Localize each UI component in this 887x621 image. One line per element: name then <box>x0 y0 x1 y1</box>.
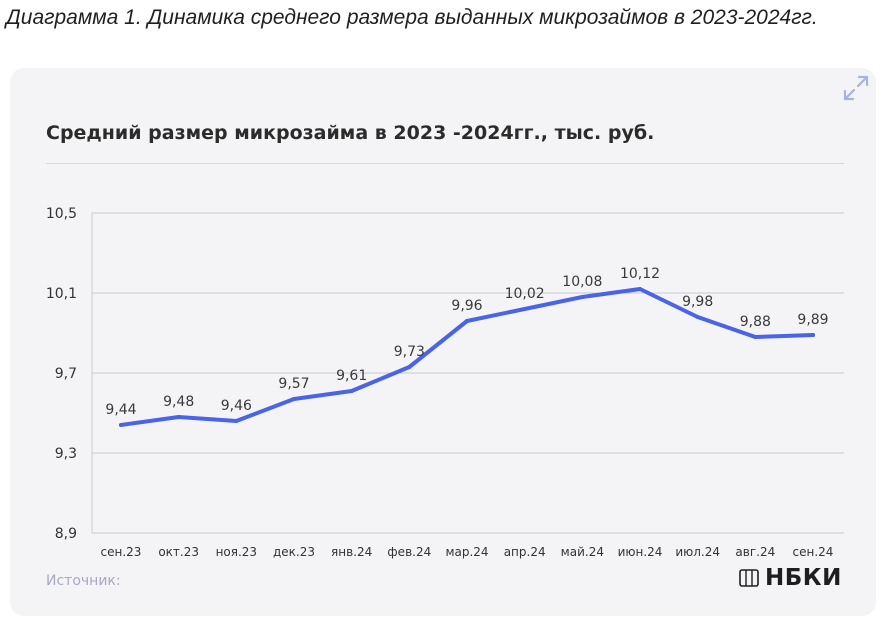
x-tick-label: июл.24 <box>675 545 720 559</box>
data-point <box>234 419 239 423</box>
data-point <box>580 295 585 299</box>
x-tick-label: фев.24 <box>387 545 431 559</box>
data-label-layer: 9,44 9,48 9,46 9,57 9,61 9,73 9,96 10,02 10,08 10… <box>105 266 828 418</box>
data-point <box>349 389 354 393</box>
expand-arrows-icon[interactable] <box>842 74 870 102</box>
data-label: 9,61 <box>336 368 367 384</box>
data-label: 10,08 <box>562 274 602 290</box>
y-tick-label: 9,7 <box>55 366 77 382</box>
axis-layer: 8,9 9,3 9,7 10,1 10,5 сен.23 окт.23 ноя.23 дек.2… <box>46 206 834 559</box>
x-tick-label: сен.24 <box>793 545 834 559</box>
x-tick-label: июн.24 <box>618 545 663 559</box>
x-tick-label: окт.23 <box>158 545 199 559</box>
x-tick-label: ноя.23 <box>216 545 258 559</box>
data-label: 9,46 <box>221 398 252 414</box>
data-point <box>753 335 758 339</box>
y-tick-label: 8,9 <box>55 526 77 542</box>
chart-title: Средний размер микрозайма в 2023 -2024гг… <box>46 122 655 144</box>
x-tick-label: авг.24 <box>735 545 775 559</box>
x-tick-label: мар.24 <box>445 545 488 559</box>
x-tick-label: апр.24 <box>504 545 546 559</box>
data-point <box>638 287 642 291</box>
data-label: 9,89 <box>797 312 828 328</box>
y-tick-label: 10,1 <box>46 286 77 302</box>
data-label: 9,98 <box>682 294 713 310</box>
logo-text: НБКИ <box>765 565 842 591</box>
x-tick-label: май.24 <box>561 545 604 559</box>
data-label: 10,02 <box>505 286 545 302</box>
data-point <box>292 397 296 401</box>
data-label: 9,88 <box>740 314 771 330</box>
data-point <box>176 415 181 419</box>
series-layer <box>119 287 815 427</box>
title-divider <box>46 163 844 164</box>
data-label: 9,96 <box>451 298 482 314</box>
nbki-logo: НБКИ <box>739 562 842 594</box>
figure-caption: Диаграмма 1. Динамика среднего размера в… <box>6 6 818 29</box>
y-tick-label: 10,5 <box>46 206 77 222</box>
x-tick-label: сен.23 <box>101 545 142 559</box>
data-point <box>407 365 412 369</box>
data-point <box>811 333 815 337</box>
data-label: 9,44 <box>105 402 136 418</box>
y-tick-label: 9,3 <box>55 446 77 462</box>
source-label: Источник: <box>46 573 121 589</box>
nbki-logo-icon <box>739 569 759 587</box>
x-tick-label: янв.24 <box>331 545 372 559</box>
x-tick-label: дек.23 <box>273 545 315 559</box>
grid-layer <box>92 212 844 534</box>
data-point <box>465 319 469 323</box>
data-label: 9,48 <box>163 394 194 410</box>
data-point <box>695 315 700 319</box>
data-point <box>119 423 123 427</box>
data-label: 10,12 <box>620 266 660 282</box>
data-label: 9,57 <box>278 376 309 392</box>
data-label: 9,73 <box>394 344 425 360</box>
data-point <box>522 307 527 311</box>
